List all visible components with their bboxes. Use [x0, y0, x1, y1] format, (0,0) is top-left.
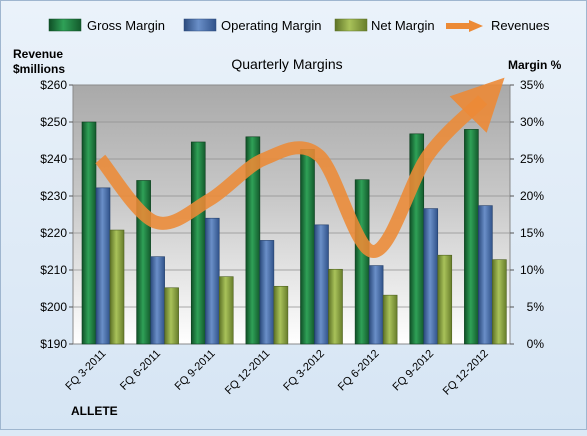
left-tick-label: $190 [40, 337, 67, 351]
legend-swatch-operating-margin [183, 18, 217, 32]
chart-title: Quarterly Margins [231, 56, 342, 72]
right-tick-label: 25% [520, 152, 544, 166]
right-tick-label: 5% [527, 300, 545, 314]
left-tick-label: $240 [40, 152, 67, 166]
legend-item-gross-margin[interactable]: Gross Margin [48, 18, 165, 33]
left-tick-label: $230 [40, 189, 67, 203]
bar-net-margin [273, 285, 289, 345]
bar-gross-margin [190, 141, 206, 345]
x-axis: FQ 3-2011 FQ 6-2011 FQ 9-2011 FQ 12-2011 FQ … [63, 348, 490, 398]
bar-operating-margin [478, 205, 493, 345]
bar-net-margin [437, 254, 453, 345]
bar-gross-margin [354, 179, 370, 345]
left-tick-label: $220 [40, 226, 67, 240]
left-tick-label: $250 [40, 115, 67, 129]
legend-label-net-margin: Net Margin [371, 18, 435, 33]
bar-net-margin [164, 287, 179, 345]
legend-item-net-margin[interactable]: Net Margin [334, 18, 435, 33]
bar-operating-margin [314, 224, 329, 345]
bar-operating-margin [95, 187, 111, 345]
x-tick-label: FQ 3-2011 [63, 348, 108, 393]
x-tick-label: FQ 9-2011 [173, 348, 218, 393]
left-axis: $190 $200 $210 $220 $230 $240 $250 $260 [40, 78, 73, 351]
legend-item-revenues[interactable]: Revenues [446, 18, 550, 33]
bar-net-margin [218, 276, 234, 345]
right-axis-title: Margin % [508, 58, 562, 72]
left-axis-title-line1: Revenue [13, 47, 63, 61]
right-axis: 0% 5% 10% 15% 20% 25% 30% 35% [510, 78, 544, 351]
left-tick-label: $210 [40, 263, 67, 277]
revenue-series [95, 77, 505, 259]
legend-swatch-net-margin [334, 18, 368, 32]
x-tick-label: FQ 3-2012 [281, 348, 327, 394]
legend-item-operating-margin[interactable]: Operating Margin [183, 18, 321, 33]
bar-net-margin [492, 259, 507, 345]
left-tick-label: $260 [40, 78, 67, 92]
x-tick-label: FQ 12-2012 [441, 348, 491, 398]
footer-brand: ALLETE [71, 404, 118, 418]
legend: Gross Margin Operating Margin Net Margin… [48, 18, 550, 33]
legend-swatch-gross-margin [48, 18, 82, 32]
right-tick-label: 30% [520, 115, 544, 129]
legend-label-gross-margin: Gross Margin [87, 18, 165, 33]
right-tick-label: 20% [520, 189, 544, 203]
bar-operating-margin [204, 217, 220, 345]
x-tick-label: FQ 6-2011 [118, 348, 163, 393]
bar-gross-margin [300, 149, 315, 345]
bar-net-margin [382, 294, 398, 345]
legend-arrow-icon [469, 20, 483, 32]
bar-net-margin [328, 268, 343, 345]
x-tick-label: FQ 12-2011 [223, 348, 272, 397]
bar-gross-margin [81, 121, 97, 345]
bar-operating-margin [423, 208, 439, 345]
legend-label-operating-margin: Operating Margin [221, 18, 321, 33]
revenue-line [95, 77, 505, 259]
x-tick-label: FQ 6-2012 [336, 348, 382, 394]
legend-label-revenues: Revenues [491, 18, 550, 33]
bar-net-margin [109, 229, 125, 345]
bar-operating-margin [150, 256, 165, 345]
bar-gross-margin [464, 129, 479, 345]
bar-operating-margin [259, 240, 275, 345]
right-tick-label: 35% [520, 78, 544, 92]
right-tick-label: 15% [520, 226, 544, 240]
right-tick-label: 10% [520, 263, 544, 277]
left-tick-label: $200 [40, 300, 67, 314]
right-tick-label: 0% [527, 337, 545, 351]
bar-operating-margin [368, 265, 384, 345]
x-tick-label: FQ 9-2012 [391, 348, 437, 394]
left-axis-title-line2: $millions [13, 62, 65, 76]
